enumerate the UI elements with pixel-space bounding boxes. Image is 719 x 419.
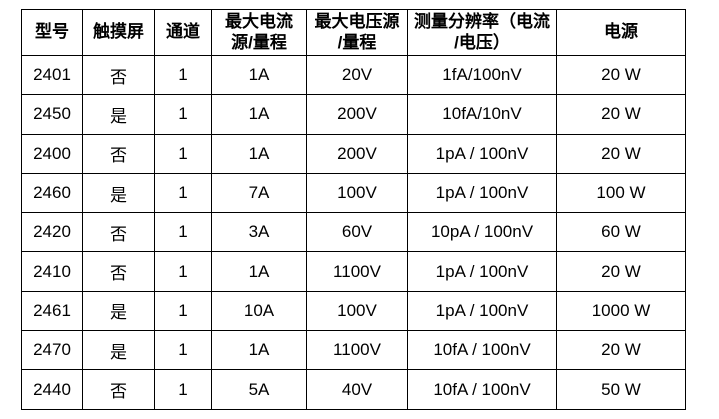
table-cell: 否 xyxy=(82,251,155,292)
header-cell: 最大电压源 /量程 xyxy=(306,9,408,56)
table-cell: 2440 xyxy=(21,369,83,410)
table-cell: 100V xyxy=(306,172,408,214)
table-cell: 20 W xyxy=(556,133,686,174)
table-cell: 2460 xyxy=(21,172,83,214)
table-cell: 20 W xyxy=(556,94,686,135)
table-cell: 10fA / 100nV xyxy=(407,330,557,371)
table-cell: 200V xyxy=(306,94,408,135)
table-cell: 50 W xyxy=(556,369,686,410)
table-cell: 1A xyxy=(211,133,307,174)
table-cell: 20V xyxy=(306,54,408,96)
table-cell: 60 W xyxy=(556,212,686,253)
table-cell: 20 W xyxy=(556,330,686,371)
table-cell: 1000 W xyxy=(556,290,686,332)
table-cell: 1 xyxy=(154,212,212,253)
table-row: 2460 是 1 7A 100V 1pA / 100nV 100 W xyxy=(21,172,686,214)
table-cell: 否 xyxy=(82,54,155,96)
table-cell: 2420 xyxy=(21,212,83,253)
table-cell: 200V xyxy=(306,133,408,174)
table-cell: 1 xyxy=(154,369,212,410)
table-cell: 1 xyxy=(154,54,212,96)
table-cell: 2461 xyxy=(21,290,83,332)
table-cell: 1A xyxy=(211,330,307,371)
table-cell: 2470 xyxy=(21,330,83,371)
table-head: 型号 触摸屏 通道 最大电流 源/量程 最大电压源 /量程 测量分辨率（电流 /电压） 电源 xyxy=(21,9,686,56)
table-cell: 3A xyxy=(211,212,307,253)
table-cell: 10fA/10nV xyxy=(407,94,557,135)
table-cell: 否 xyxy=(82,133,155,174)
table-row: 2400 否 1 1A 200V 1pA / 100nV 20 W xyxy=(21,133,686,174)
table-cell: 20 W xyxy=(556,251,686,292)
table-cell: 1A xyxy=(211,54,307,96)
header-row: 型号 触摸屏 通道 最大电流 源/量程 最大电压源 /量程 测量分辨率（电流 /电压） 电源 xyxy=(21,9,686,56)
header-cell: 触摸屏 xyxy=(82,9,155,56)
table-cell: 5A xyxy=(211,369,307,410)
table-cell: 1pA / 100nV xyxy=(407,290,557,332)
table-cell: 10fA / 100nV xyxy=(407,369,557,410)
table-row: 2470 是 1 1A 1100V 10fA / 100nV 20 W xyxy=(21,330,686,371)
table-cell: 2400 xyxy=(21,133,83,174)
table-cell: 1pA / 100nV xyxy=(407,172,557,214)
table-cell: 100V xyxy=(306,290,408,332)
table-cell: 100 W xyxy=(556,172,686,214)
header-cell: 测量分辨率（电流 /电压） xyxy=(407,9,557,56)
table-cell: 2450 xyxy=(21,94,83,135)
table-body: 2401 否 1 1A 20V 1fA/100nV 20 W 2450 是 1 1A 200V 10fA… xyxy=(21,54,686,410)
table-cell: 1 xyxy=(154,94,212,135)
table-cell: 60V xyxy=(306,212,408,253)
header-cell: 型号 xyxy=(21,9,83,56)
table-cell: 1 xyxy=(154,251,212,292)
table-cell: 1100V xyxy=(306,251,408,292)
table-row: 2461 是 1 10A 100V 1pA / 100nV 1000 W xyxy=(21,290,686,332)
table-cell: 7A xyxy=(211,172,307,214)
table-row: 2410 否 1 1A 1100V 1pA / 100nV 20 W xyxy=(21,251,686,292)
table-cell: 2401 xyxy=(21,54,83,96)
table-cell: 是 xyxy=(82,94,155,135)
table-cell: 1 xyxy=(154,290,212,332)
table-row: 2420 否 1 3A 60V 10pA / 100nV 60 W xyxy=(21,212,686,253)
table-cell: 1 xyxy=(154,330,212,371)
table-cell: 否 xyxy=(82,212,155,253)
table-cell: 1A xyxy=(211,251,307,292)
table-cell: 2410 xyxy=(21,251,83,292)
table-cell: 是 xyxy=(82,290,155,332)
table-cell: 1100V xyxy=(306,330,408,371)
table-row: 2401 否 1 1A 20V 1fA/100nV 20 W xyxy=(21,54,686,96)
table-cell: 1pA / 100nV xyxy=(407,133,557,174)
table-cell: 10A xyxy=(211,290,307,332)
header-cell: 最大电流 源/量程 xyxy=(211,9,307,56)
table-cell: 1fA/100nV xyxy=(407,54,557,96)
table-cell: 是 xyxy=(82,330,155,371)
table-cell: 否 xyxy=(82,369,155,410)
table-cell: 1A xyxy=(211,94,307,135)
header-cell: 通道 xyxy=(154,9,212,56)
table-cell: 20 W xyxy=(556,54,686,96)
table-cell: 1 xyxy=(154,172,212,214)
table-cell: 40V xyxy=(306,369,408,410)
table-row: 2440 否 1 5A 40V 10fA / 100nV 50 W xyxy=(21,369,686,410)
table-cell: 1pA / 100nV xyxy=(407,251,557,292)
table-cell: 是 xyxy=(82,172,155,214)
smu-spec-table: 型号 触摸屏 通道 最大电流 源/量程 最大电压源 /量程 测量分辨率（电流 /电压） 电源… xyxy=(21,9,686,410)
header-cell: 电源 xyxy=(556,9,686,56)
table-row: 2450 是 1 1A 200V 10fA/10nV 20 W xyxy=(21,94,686,135)
table-cell: 10pA / 100nV xyxy=(407,212,557,253)
table-cell: 1 xyxy=(154,133,212,174)
